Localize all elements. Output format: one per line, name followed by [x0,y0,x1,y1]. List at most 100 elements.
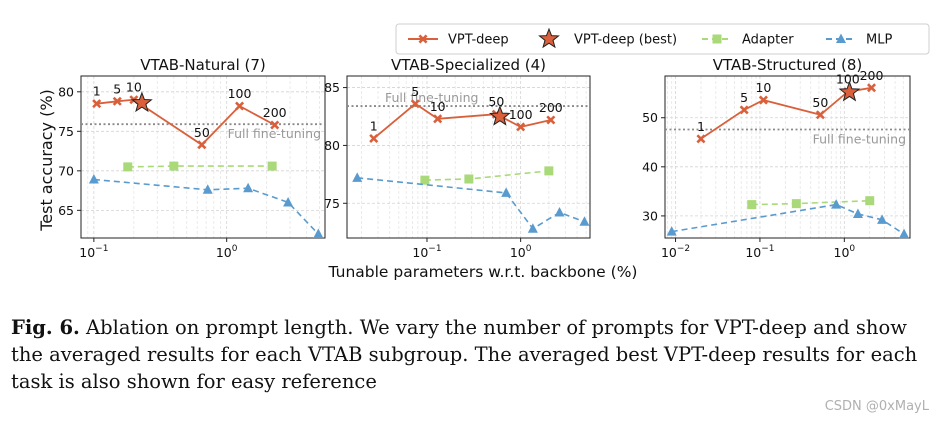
series-vpt-deep: 1 5 10 50 100 200 [369,84,563,144]
legend-item-vpt-deep-best: VPT-deep (best) [538,27,677,49]
x-tick-label: 10−2 [661,244,690,260]
data-point [516,122,526,132]
legend-label: VPT-deep [448,33,509,48]
y-axis-label: Test accuracy (%) [37,89,56,232]
data-point-stroke-b [815,110,825,120]
x-tick-label-exp: −1 [95,244,108,254]
x-tick-label: 10−1 [79,244,108,260]
data-label: 100 [836,72,860,87]
figure-caption: Fig. 6. Ablation on prompt length. We va… [11,314,931,395]
y-tick-label: 30 [642,208,658,223]
data-point-stroke-b [739,105,749,115]
legend-label: MLP [866,33,892,48]
data-label: 200 [263,105,287,120]
x-tick-label-exp: 0 [232,244,238,254]
data-label: 200 [539,100,563,115]
legend-marker [418,34,428,44]
data-point [267,161,277,171]
x-tick-label-exp: 0 [849,244,855,254]
data-label: 10 [430,99,446,114]
data-point [877,214,888,224]
x-tick-label-base: 10 [79,245,95,260]
series-vpt-deep-best [489,105,511,126]
data-point [235,101,245,111]
watermark: CSDN @0xMayL [824,399,929,414]
legend-marker [538,27,560,49]
data-point [243,182,254,193]
x-tick-label-base: 10 [216,245,232,260]
data-label: 50 [812,95,828,110]
panel-title: VTAB-Structured (8) [713,56,863,74]
data-point-stroke-b [546,115,556,125]
data-point-stroke-b [410,99,420,109]
data-point [112,96,122,106]
data-point [283,196,294,207]
data-point [501,187,512,197]
x-tick-label-exp: −2 [677,244,690,254]
data-point [696,134,706,144]
legend-label: VPT-deep (best) [574,33,677,48]
legend-box [395,23,930,55]
x-tick-label: 10−1 [745,244,774,260]
data-point [739,105,749,115]
x-tick-label-base: 10 [412,245,428,260]
legend-marker [712,34,722,44]
data-point [197,140,207,150]
legend-marker [836,33,846,43]
data-point [270,120,280,130]
legend-label: Adapter [742,33,794,48]
data-label: 100 [228,86,252,101]
x-tick-label-exp: 0 [526,244,532,254]
data-label: 10 [755,80,771,95]
x-tick-label-base: 10 [510,245,526,260]
data-label: 1 [697,119,705,134]
y-tick-label: 70 [58,163,74,178]
data-label: 50 [194,125,210,140]
x-tick-label-exp: −1 [428,244,441,254]
data-point-stroke-b [867,83,877,93]
data-point [758,95,768,105]
x-tick-label: 100 [510,244,532,260]
series-mlp [352,172,590,233]
series-adapter [747,196,875,210]
data-point-stroke-b [92,99,102,109]
data-point [831,199,842,209]
data-point [747,200,757,210]
data-point [791,199,801,209]
grid [665,76,911,238]
data-point [88,174,99,184]
data-point-stroke-b [112,96,122,106]
data-label: 100 [509,107,533,122]
full-finetune-label: Full fine-tuning [813,132,906,147]
data-point [546,115,556,125]
x-tick-label: 10−1 [412,244,441,260]
full-finetune-label: Full fine-tuning [228,126,321,141]
x-tick-label-exp: −1 [761,244,774,254]
x-tick-label-base: 10 [745,245,761,260]
data-point [527,223,538,233]
data-label: 1 [93,84,101,99]
data-point [464,174,474,184]
data-label: 5 [113,81,121,96]
data-point [410,99,420,109]
plot-frame [80,75,326,239]
caption-label: Fig. 6. [11,316,80,339]
data-point-stroke-b [369,133,379,144]
data-label: 50 [488,94,504,109]
data-point-stroke-b [235,101,245,111]
data-point-stroke-b [758,95,768,105]
data-label: 5 [740,90,748,105]
y-tick-label: 75 [58,124,74,139]
data-point [544,166,554,176]
data-point [852,208,863,218]
data-point [352,172,363,182]
data-point [92,99,102,109]
data-point-stroke-b [696,134,706,144]
data-point [123,162,133,172]
data-point [865,196,875,206]
data-point [899,228,910,239]
legend-item-adapter: Adapter [702,33,794,48]
series-line [671,203,905,235]
